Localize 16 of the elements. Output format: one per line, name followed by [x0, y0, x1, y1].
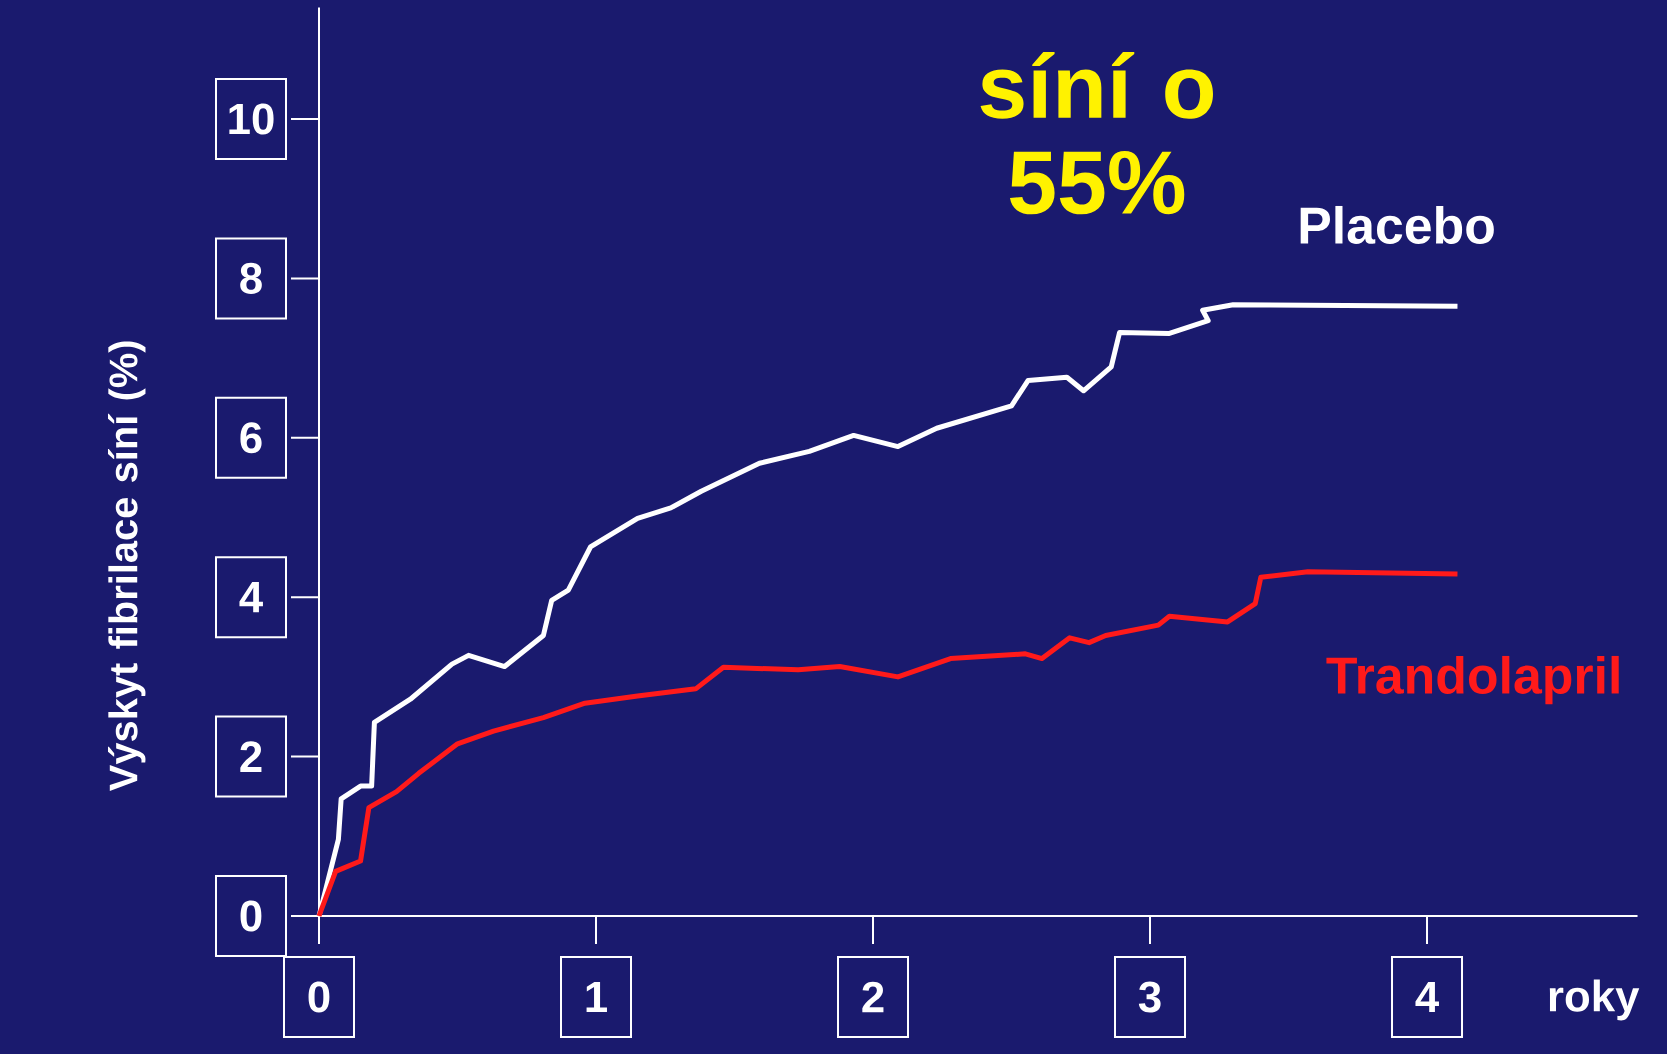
x-tick-label: 4 — [1415, 981, 1439, 1013]
x-axis-title: roky — [1549, 979, 1640, 1021]
x-tick-label: 2 — [862, 981, 884, 1013]
text: síní o 55% — [980, 52, 1213, 215]
x-tick-label: 1 — [586, 981, 607, 1013]
series-label: Placebo — [1300, 205, 1494, 245]
series-label: Trandolapril — [1326, 655, 1619, 705]
y-axis-title: Výskyt fibrilace síní (%) — [107, 341, 146, 791]
y-tick-label: 4 — [239, 582, 263, 613]
y-tick-label: 2 — [240, 741, 262, 772]
y-tick-label: 6 — [240, 422, 262, 454]
x-tick-label: 3 — [1138, 981, 1161, 1013]
y-tick-label: 0 — [240, 900, 262, 932]
y-tick-label: 10 — [229, 103, 274, 135]
x-tick-label: 0 — [308, 981, 330, 1013]
y-tick-label: 8 — [240, 262, 262, 294]
